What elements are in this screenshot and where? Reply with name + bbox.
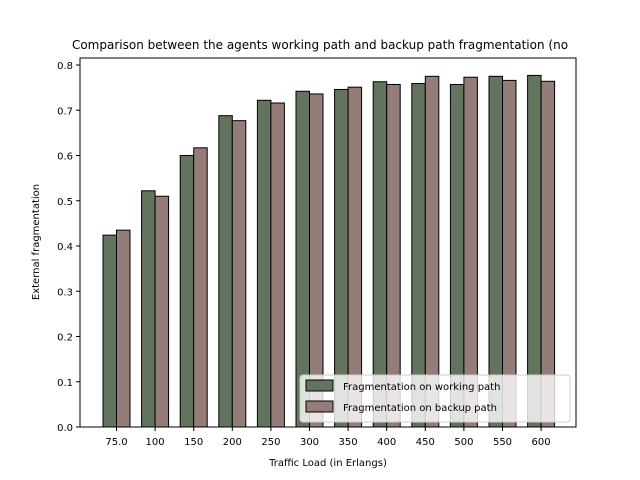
x-tick-label: 250 bbox=[261, 437, 280, 448]
legend-label-working: Fragmentation on working path bbox=[343, 382, 500, 393]
bar-working-100 bbox=[141, 190, 156, 428]
bar-backup-75.0 bbox=[116, 229, 131, 428]
y-tick-label: 0.7 bbox=[57, 106, 73, 117]
bar-working-75.0 bbox=[102, 234, 117, 428]
bar-working-150 bbox=[179, 155, 195, 428]
x-tick-label: 600 bbox=[532, 437, 551, 448]
bar-backup-450 bbox=[424, 75, 440, 428]
x-tick-label: 300 bbox=[300, 437, 319, 448]
y-tick-label: 0.5 bbox=[57, 197, 73, 208]
x-tick-label: 75.0 bbox=[105, 437, 127, 448]
bar-working-550 bbox=[488, 75, 503, 428]
x-tick-label: 400 bbox=[377, 437, 396, 448]
x-tick-label: 550 bbox=[493, 437, 512, 448]
bars-group bbox=[102, 74, 556, 428]
bar-backup-150 bbox=[193, 147, 208, 428]
legend-label-backup: Fragmentation on backup path bbox=[343, 403, 497, 414]
y-tick-label: 0.2 bbox=[57, 333, 73, 344]
x-tick-label: 200 bbox=[223, 437, 242, 448]
y-tick-label: 0.0 bbox=[57, 423, 73, 434]
y-axis: 0.0 0.1 0.2 0.3 0.4 0.5 0.6 0.7 0.8 bbox=[57, 61, 80, 434]
x-tick-label: 500 bbox=[454, 437, 473, 448]
x-tick-label: 450 bbox=[416, 437, 435, 448]
legend-box bbox=[299, 374, 571, 423]
bar-working-250 bbox=[256, 99, 272, 428]
legend-swatch-working bbox=[305, 379, 334, 392]
bar-working-200 bbox=[218, 115, 233, 428]
bar-backup-250 bbox=[270, 102, 285, 428]
y-tick-label: 0.4 bbox=[57, 242, 73, 253]
x-tick-label: 150 bbox=[184, 437, 203, 448]
bar-backup-200 bbox=[231, 120, 247, 428]
legend: Fragmentation on working path Fragmentati… bbox=[299, 374, 571, 423]
bar-working-600 bbox=[527, 74, 542, 428]
plot-frame bbox=[79, 57, 577, 428]
x-axis-label: Traffic Load (in Erlangs) bbox=[268, 458, 387, 469]
y-tick-label: 0.1 bbox=[57, 378, 73, 389]
chart-title: Comparison between the agents working pa… bbox=[72, 38, 568, 52]
y-axis-label: External fragmentation bbox=[31, 184, 42, 300]
y-tick-label: 0.6 bbox=[57, 152, 73, 163]
y-tick-label: 0.3 bbox=[57, 287, 73, 298]
legend-swatch-backup bbox=[305, 400, 334, 413]
x-tick-label: 350 bbox=[339, 437, 358, 448]
x-axis: 75.0 100 150 200 250 300 350 400 450 500 550 600 bbox=[105, 427, 551, 448]
bar-backup-100 bbox=[154, 195, 170, 428]
x-tick-label: 100 bbox=[146, 437, 165, 448]
y-tick-label: 0.8 bbox=[57, 61, 73, 72]
